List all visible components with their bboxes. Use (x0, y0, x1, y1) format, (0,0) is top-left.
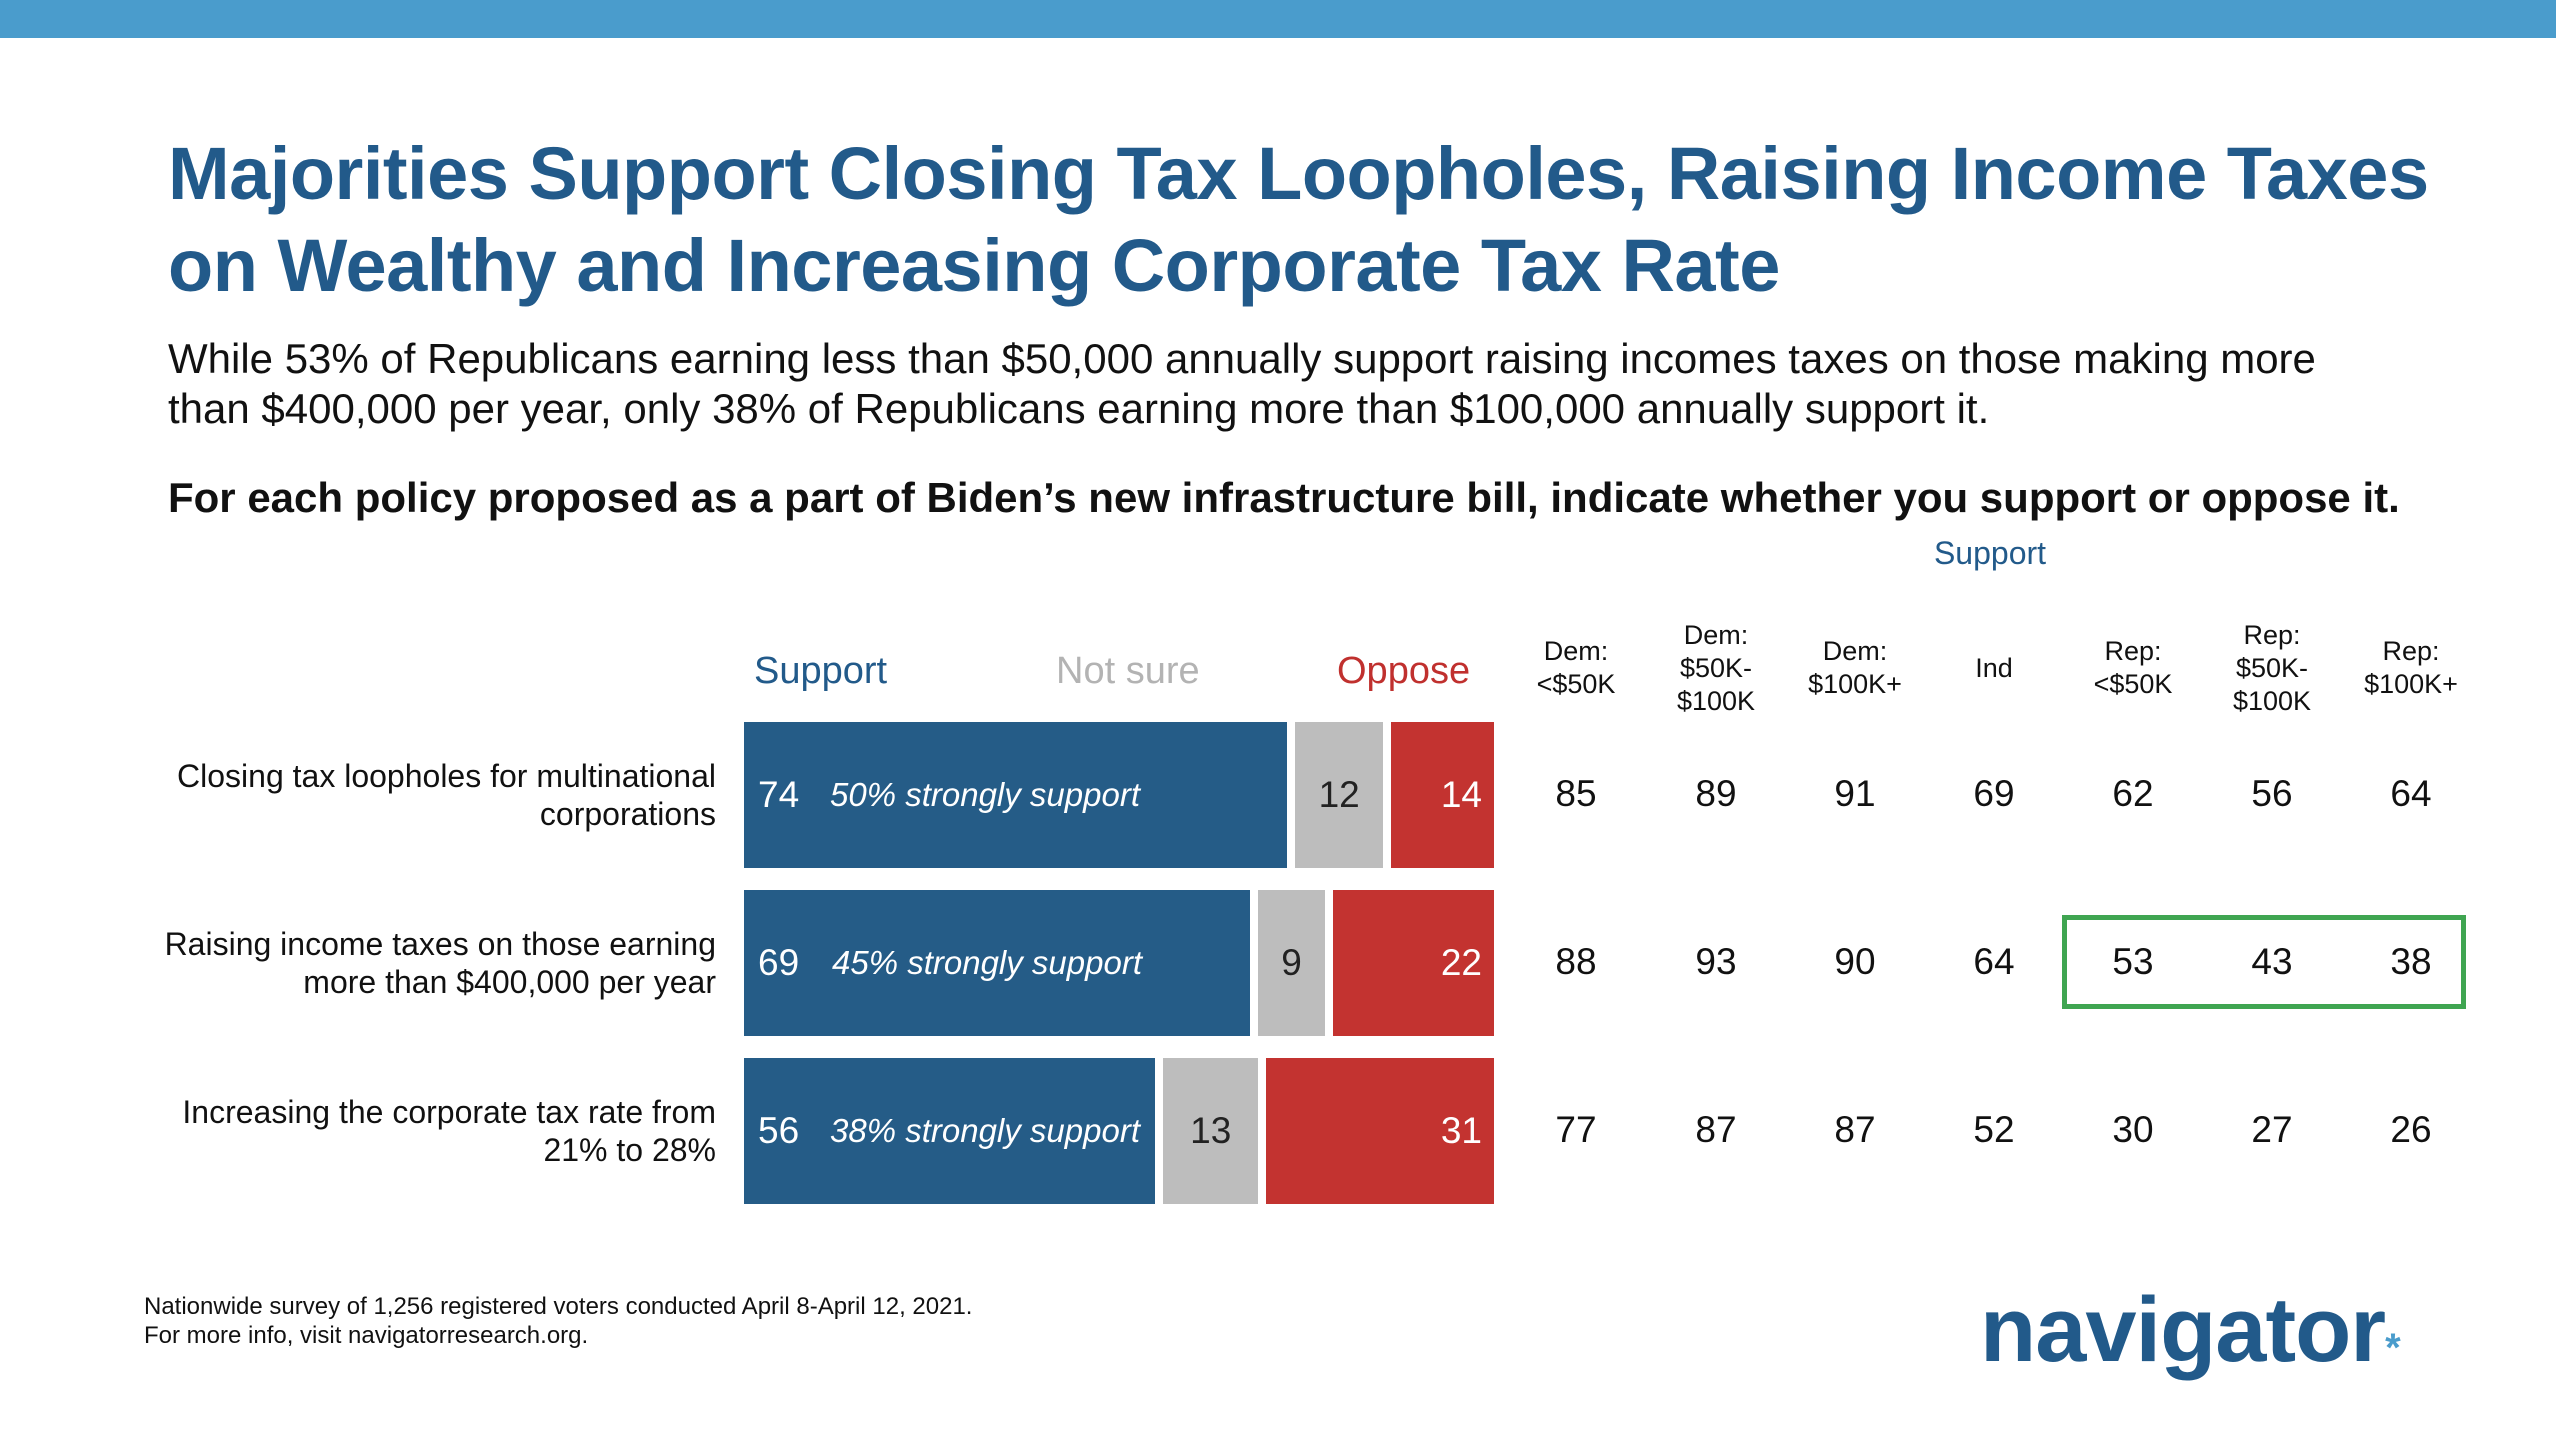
bar-not-sure-3: 13 (1163, 1058, 1259, 1204)
subgroup-cell-r2-c2: 93 (1695, 941, 1737, 982)
subgroup-cell-r3-c5: 30 (2112, 1109, 2154, 1150)
logo-text: navigator (1980, 1279, 2386, 1381)
footnote: Nationwide survey of 1,256 registered vo… (144, 1292, 972, 1350)
column-header-line: $100K+ (2364, 669, 2458, 699)
data-label-oppose-2: 22 (1440, 942, 1482, 983)
column-header-7: Rep: $100K+ (2346, 635, 2476, 701)
column-header-4: Ind (1929, 652, 2059, 685)
navigator-logo: navigator* (1980, 1278, 2401, 1383)
data-label-support-3: 56 (758, 1110, 800, 1151)
row-label-line: 21% to 28% (543, 1132, 716, 1168)
column-header-line: $100K (1676, 685, 1756, 716)
title-line-1: Majorities Support Closing Tax Loopholes… (168, 132, 2429, 215)
logo-mark: * (2385, 1326, 2401, 1370)
support-group-header-text: Support (1933, 535, 2047, 571)
data-label-oppose-3: 31 (1440, 1110, 1482, 1151)
column-header-line: Rep: (2243, 619, 2301, 650)
bar-support-1: 74 50% strongly support (744, 722, 1288, 868)
strongly-support-note-3: 38% strongly support (830, 1112, 1141, 1149)
data-label-support-2: 69 (758, 942, 800, 983)
subgroup-cell-r1-c6: 56 (2251, 773, 2293, 814)
data-label-not-sure-2: 9 (1281, 942, 1302, 983)
title-line-2: on Wealthy and Increasing Corporate Tax … (168, 224, 1780, 307)
column-header-line: $100K+ (1808, 669, 1902, 699)
subgroup-cell-r1-c4: 69 (1973, 773, 2015, 814)
subgroup-cell-r3-c6: 27 (2251, 1109, 2293, 1150)
subtitle: While 53% of Republicans earning less th… (168, 334, 2468, 434)
data-label-support-1: 74 (758, 774, 800, 815)
column-header-line: <$50K (1536, 669, 1616, 699)
bar-oppose-3: 31 (1266, 1058, 1494, 1204)
bar-support-2: 69 45% strongly support (744, 890, 1251, 1036)
row-label-line: Increasing the corporate tax rate from (182, 1094, 716, 1130)
subgroup-cell-r3-c4: 52 (1973, 1109, 2015, 1150)
row-label-line: Raising income taxes on those earning (164, 926, 716, 962)
subgroup-cell-r2-c1: 88 (1555, 941, 1597, 982)
subgroup-cell-r2-c6: 43 (2251, 941, 2293, 982)
column-header-6: Rep: $50K- $100K (2207, 619, 2337, 718)
strongly-support-note-2: 45% strongly support (832, 944, 1143, 981)
bar-not-sure-1: 12 (1295, 722, 1384, 868)
legend-oppose: Oppose (1337, 650, 1471, 692)
subgroup-cell-r1-c2: 89 (1695, 773, 1737, 814)
footnote-line-2: For more info, visit navigatorresearch.o… (144, 1322, 589, 1349)
subgroup-cell-r3-c3: 87 (1834, 1109, 1876, 1150)
column-header-line: $50K- (2235, 652, 2309, 683)
bar-support-3: 56 38% strongly support (744, 1058, 1156, 1204)
column-header-line: Rep: (2104, 636, 2162, 666)
column-header-1: Dem: <$50K (1511, 635, 1641, 701)
subgroup-cell-r1-c3: 91 (1834, 773, 1876, 814)
highlight-box (2062, 915, 2466, 1009)
subgroup-cell-r3-c1: 77 (1555, 1109, 1597, 1150)
row-label-2: Raising income taxes on those earning mor… (16, 925, 716, 1001)
subgroup-cell-r2-c5: 53 (2112, 941, 2154, 982)
legend-support: Support (754, 650, 888, 692)
row-label-1: Closing tax loopholes for multinational c… (16, 757, 716, 833)
column-header-5: Rep: <$50K (2068, 635, 2198, 701)
page-title: Majorities Support Closing Tax Loopholes… (168, 128, 2468, 312)
subgroup-cell-r2-c7: 38 (2390, 941, 2432, 982)
top-accent-bar (0, 0, 2556, 38)
subtitle-line-1: While 53% of Republicans earning less th… (168, 335, 2316, 382)
footnote-line-1: Nationwide survey of 1,256 registered vo… (144, 1293, 973, 1320)
column-header-line: Dem: (1543, 636, 1609, 666)
column-header-line: Ind (1975, 652, 2013, 683)
column-header-line: <$50K (2093, 669, 2173, 699)
column-header-2: Dem: $50K- $100K (1651, 619, 1781, 718)
subgroup-cell-r1-c5: 62 (2112, 773, 2154, 814)
subgroup-cell-r2-c3: 90 (1834, 941, 1876, 982)
row-label-3: Increasing the corporate tax rate from 21… (16, 1093, 716, 1169)
row-label-line: more than $400,000 per year (303, 964, 716, 1000)
bar-oppose-2: 22 (1332, 890, 1494, 1036)
row-label-line: corporations (539, 796, 716, 832)
subgroup-cell-r3-c2: 87 (1695, 1109, 1737, 1150)
subgroup-cell-r1-c7: 64 (2390, 773, 2432, 814)
column-header-line: Dem: (1683, 619, 1749, 650)
strongly-support-note-1: 50% strongly support (830, 776, 1141, 813)
data-label-not-sure-3: 13 (1190, 1110, 1232, 1151)
column-header-line: Rep: (2382, 636, 2440, 666)
data-label-oppose-1: 14 (1440, 774, 1482, 815)
column-header-line: $100K (2232, 685, 2312, 716)
survey-question: For each policy proposed as a part of Bi… (168, 474, 2400, 521)
column-header-3: Dem: $100K+ (1790, 635, 1920, 701)
subtitle-line-2: than $400,000 per year, only 38% of Repu… (168, 385, 1990, 432)
data-label-not-sure-1: 12 (1318, 774, 1360, 815)
column-header-line: Dem: (1822, 636, 1888, 666)
legend-not-sure: Not sure (1056, 650, 1200, 692)
bar-oppose-1: 14 (1391, 722, 1494, 868)
bar-not-sure-2: 9 (1258, 890, 1325, 1036)
column-header-line: $50K- (1679, 652, 1753, 683)
row-label-line: Closing tax loopholes for multinational (177, 758, 716, 794)
subgroup-cell-r2-c4: 64 (1973, 941, 2015, 982)
subgroup-cell-r1-c1: 85 (1555, 773, 1597, 814)
subgroup-cell-r3-c7: 26 (2390, 1109, 2432, 1150)
